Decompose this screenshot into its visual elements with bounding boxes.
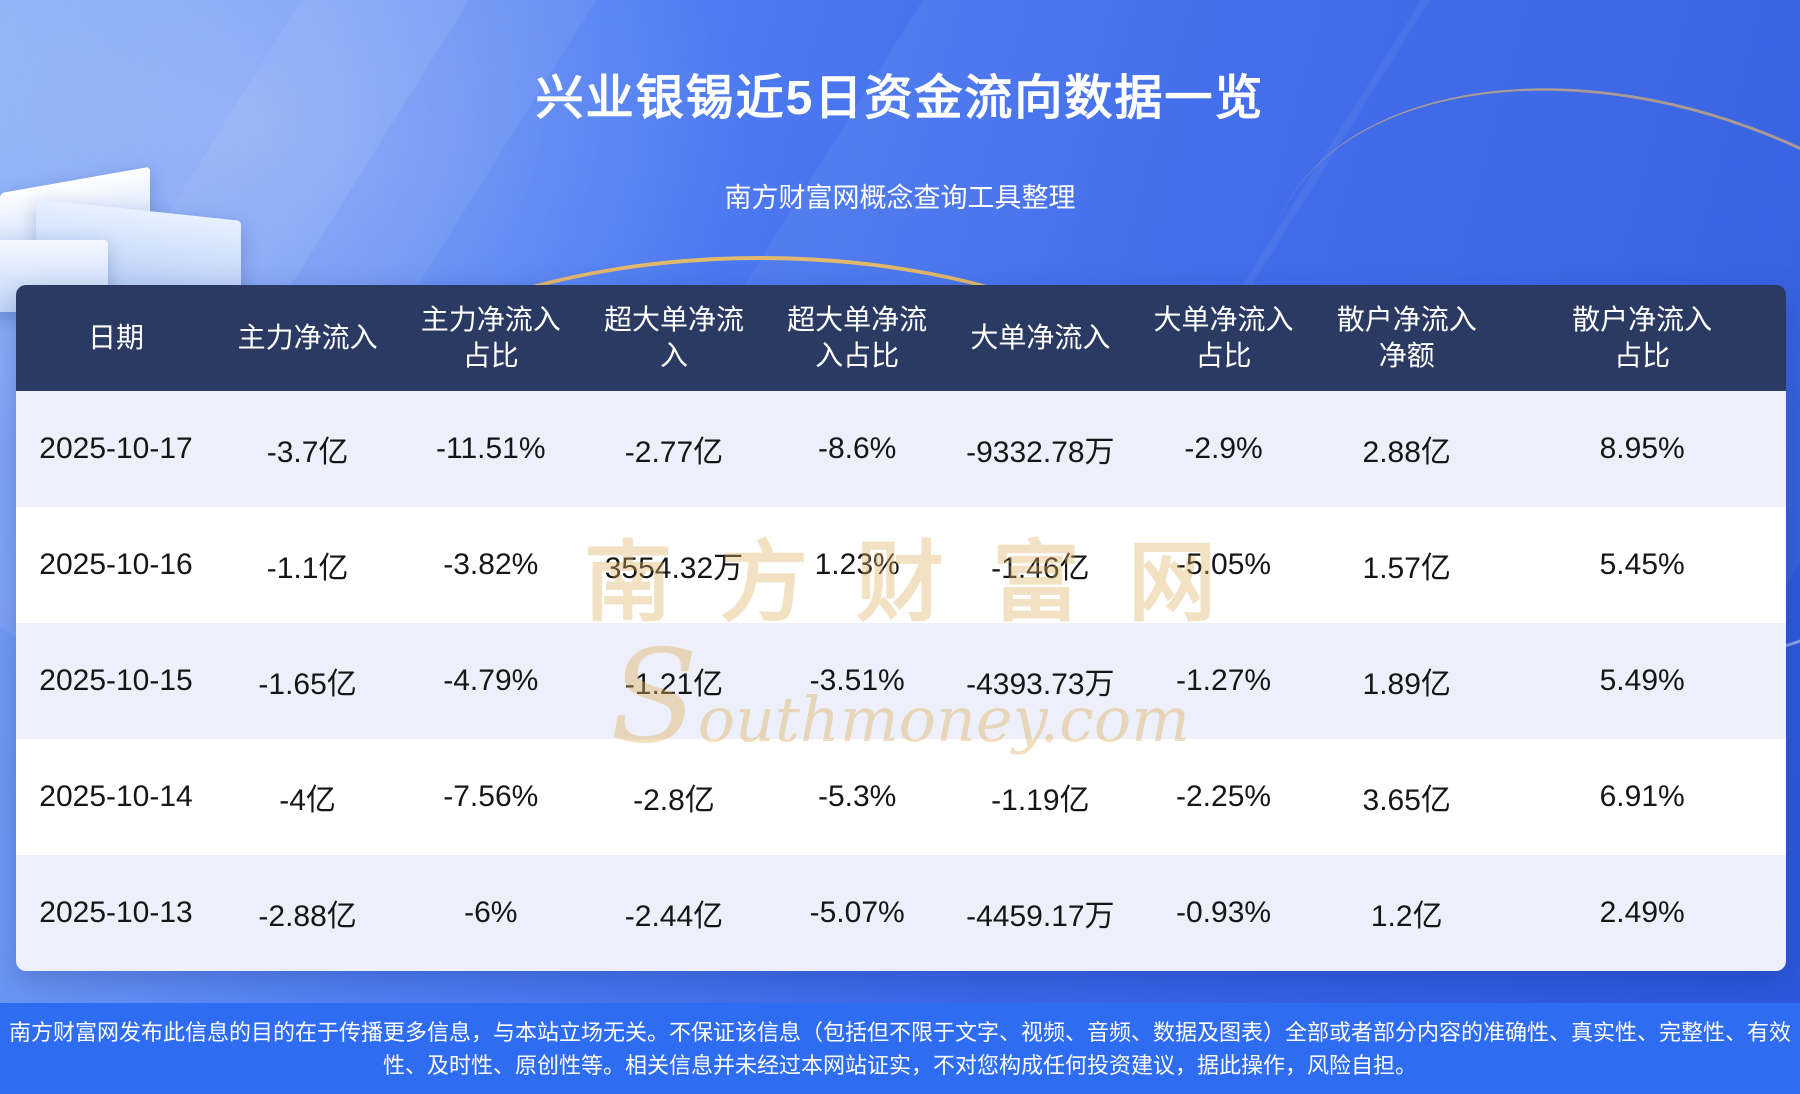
value-cell: -9332.78万: [966, 436, 1115, 469]
value-cell: -5.07%: [809, 896, 905, 929]
column-header: 超大单净流入: [582, 285, 765, 391]
column-header: 散户净流入净额: [1315, 285, 1498, 391]
value-cell: -4.79%: [443, 664, 539, 697]
value-cell: -2.8亿: [633, 784, 715, 817]
value-cell: -3.51%: [809, 664, 905, 697]
column-header-label: 散户净流入占比: [1572, 303, 1713, 371]
date-cell: 2025-10-17: [39, 432, 193, 465]
column-header-label: 主力净流入: [237, 321, 378, 353]
column-header: 日期: [16, 285, 216, 391]
value-cell: -11.51%: [436, 432, 546, 465]
table-head: 日期 主力净流入 主力净流入占比 超大单净流入 超大单净流入占比 大单净流入 大单净流入占比…: [16, 285, 1786, 391]
value-cell: -1.21亿: [624, 668, 724, 701]
value-cell: -4亿: [279, 784, 336, 817]
value-cell: -2.44亿: [624, 900, 724, 933]
value-cell: -1.1亿: [266, 552, 349, 585]
column-header: 主力净流入: [216, 285, 399, 391]
value-cell: -1.46亿: [991, 552, 1090, 585]
page-title: 兴业银锡近5日资金流向数据一览: [535, 72, 1265, 125]
value-cell: -1.65亿: [258, 668, 357, 701]
value-cell: -5.05%: [1176, 548, 1272, 581]
table-row: 2025-10-16 -1.1亿 -3.82% 3554.32万 1.23% -1.46亿…: [16, 507, 1786, 623]
value-cell: -2.9%: [1184, 432, 1263, 465]
column-header-label: 超大单净流入占比: [787, 303, 928, 371]
value-cell: -2.88亿: [258, 900, 357, 933]
fund-flow-table-card: 日期 主力净流入 主力净流入占比 超大单净流入 超大单净流入占比 大单净流入 大单净流入占比…: [16, 285, 1786, 971]
value-cell: 5.45%: [1599, 548, 1685, 581]
value-cell: -3.82%: [443, 548, 539, 581]
table-header-row: 日期 主力净流入 主力净流入占比 超大单净流入 超大单净流入占比 大单净流入 大单净流入占比…: [16, 285, 1786, 391]
column-header-label: 超大单净流入: [603, 303, 744, 371]
column-header: 大单净流入占比: [1132, 285, 1315, 391]
value-cell: 2.49%: [1599, 896, 1685, 929]
column-header: 主力净流入占比: [399, 285, 582, 391]
column-header-label: 大单净流入: [970, 321, 1111, 353]
column-header: 超大单净流入占比: [766, 285, 949, 391]
value-cell: -4393.73万: [966, 668, 1115, 701]
disclaimer-bar: 南方财富网发布此信息的目的在于传播更多信息，与本站立场无关。不保证该信息（包括但…: [0, 1003, 1800, 1094]
value-cell: -0.93%: [1176, 896, 1272, 929]
value-cell: 1.57亿: [1362, 552, 1451, 585]
value-cell: 6.91%: [1599, 780, 1685, 813]
column-header-label: 散户净流入净额: [1336, 303, 1477, 371]
value-cell: -3.7亿: [266, 436, 349, 469]
value-cell: -1.19亿: [991, 784, 1090, 817]
value-cell: -2.77亿: [624, 436, 724, 469]
table-row: 2025-10-17 -3.7亿 -11.51% -2.77亿 -8.6% -9332.7…: [16, 391, 1786, 507]
value-cell: -5.3%: [817, 780, 897, 813]
column-header-label: 主力净流入占比: [420, 303, 561, 371]
value-cell: -6%: [464, 896, 518, 929]
value-cell: 5.49%: [1599, 664, 1685, 697]
value-cell: 3.65亿: [1362, 784, 1451, 817]
value-cell: -4459.17万: [966, 900, 1115, 933]
column-header: 散户净流入占比: [1498, 285, 1786, 391]
building-block: [0, 240, 108, 312]
page-subtitle: 南方财富网概念查询工具整理: [724, 183, 1076, 213]
value-cell: 8.95%: [1599, 432, 1685, 465]
value-cell: -8.6%: [817, 432, 897, 465]
disclaimer-text: 南方财富网发布此信息的目的在于传播更多信息，与本站立场无关。不保证该信息（包括但…: [9, 1019, 1792, 1078]
buildings-illustration: [0, 118, 298, 318]
date-cell: 2025-10-14: [39, 780, 193, 813]
column-header-label: 大单净流入占比: [1153, 303, 1294, 371]
gold-arc-decoration: [265, 256, 1255, 776]
table-row: 2025-10-14 -4亿 -7.56% -2.8亿 -5.3% -1.19亿 -2.25…: [16, 739, 1786, 855]
value-cell: -7.56%: [443, 780, 539, 813]
column-header: 大单净流入: [949, 285, 1132, 391]
value-cell: 3554.32万: [604, 552, 744, 585]
value-cell: -1.27%: [1176, 664, 1272, 697]
table-row: 2025-10-15 -1.65亿 -4.79% -1.21亿 -3.51% -4393.…: [16, 623, 1786, 739]
date-cell: 2025-10-13: [39, 896, 193, 929]
value-cell: 1.23%: [814, 548, 900, 581]
column-header-label: 日期: [87, 321, 144, 353]
date-cell: 2025-10-16: [39, 548, 193, 581]
value-cell: 1.2亿: [1370, 900, 1443, 933]
table-row: 2025-10-13 -2.88亿 -6% -2.44亿 -5.07% -4459.17万…: [16, 855, 1786, 971]
value-cell: -2.25%: [1176, 780, 1272, 813]
value-cell: 1.89亿: [1362, 668, 1451, 701]
value-cell: 2.88亿: [1362, 436, 1451, 469]
fund-flow-table: 日期 主力净流入 主力净流入占比 超大单净流入 超大单净流入占比 大单净流入 大单净流入占比…: [16, 285, 1786, 971]
date-cell: 2025-10-15: [39, 664, 193, 697]
table-body: 2025-10-17 -3.7亿 -11.51% -2.77亿 -8.6% -9332.7…: [16, 391, 1786, 971]
